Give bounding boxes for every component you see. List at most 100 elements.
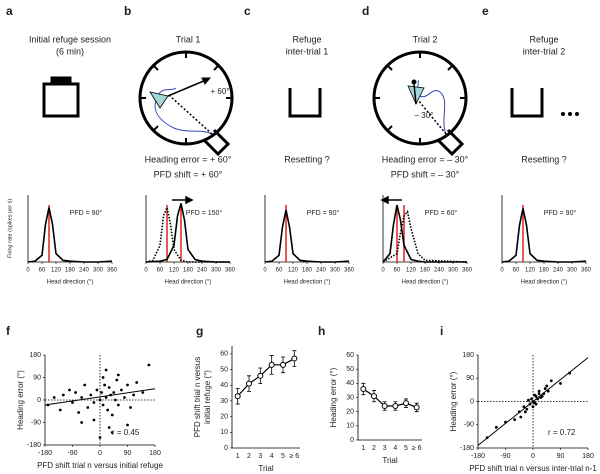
x-tick-label: 4 — [393, 445, 397, 452]
point — [534, 402, 538, 406]
panel-title: inter-trial 2 — [523, 46, 566, 56]
point — [95, 388, 99, 392]
x-tick-label: 0 — [144, 268, 148, 274]
y-tick-label: 30 — [220, 398, 228, 405]
x-tick-label: 60 — [513, 268, 520, 274]
panel-letter: a — [6, 4, 13, 18]
point — [525, 407, 529, 411]
point — [135, 381, 139, 384]
x-tick-label: 300 — [330, 268, 341, 274]
panel-letter: f — [6, 324, 11, 338]
point — [98, 436, 102, 439]
x-tick-label: 300 — [567, 268, 578, 274]
refuge-icon — [510, 88, 544, 118]
refuge-icon — [42, 76, 80, 118]
arena — [138, 50, 234, 157]
y-tick-label: 30 — [346, 394, 354, 401]
point — [80, 396, 84, 399]
y-tick-label: -180 — [27, 442, 41, 449]
y-tick-label: 60 — [346, 352, 354, 359]
point — [360, 386, 367, 392]
x-tick-label: 0 — [531, 453, 535, 460]
x-tick-label: 300 — [211, 268, 222, 274]
y-tick-label: 60 — [220, 351, 228, 358]
point — [126, 383, 129, 387]
x-axis-label: Trial — [382, 456, 397, 465]
point — [83, 383, 87, 387]
panel-letter: i — [440, 324, 443, 338]
x-tick-label: 60 — [157, 268, 164, 274]
x-tick-label: 180 — [539, 268, 550, 274]
point — [107, 386, 111, 389]
fit-line — [477, 357, 589, 446]
panel-note: Heading error = – 30° — [382, 154, 469, 164]
x-axis-label: Head direction (°) — [165, 280, 212, 286]
x-tick-label: 300 — [93, 268, 104, 274]
point — [126, 423, 129, 427]
shift-arrow — [172, 195, 402, 205]
point — [61, 393, 65, 397]
pfd-label: PFD = 90° — [544, 209, 577, 217]
y-tick-label: 90 — [466, 375, 474, 382]
point — [280, 361, 286, 368]
x-tick-label: 0 — [500, 268, 504, 274]
point — [519, 415, 523, 419]
point — [74, 391, 77, 394]
x-tick-label: 0 — [26, 268, 30, 274]
x-tick-label: 120 — [51, 268, 62, 274]
x-tick-label: 360 — [107, 268, 118, 274]
point — [80, 421, 84, 424]
point — [132, 393, 136, 397]
x-axis-label: Head direction (°) — [284, 280, 331, 286]
x-tick-label: -90 — [67, 450, 77, 457]
x-tick-label: 240 — [316, 268, 327, 274]
panel-title: Refuge — [292, 34, 321, 44]
pfd-label: PFD = 150° — [186, 209, 223, 217]
point — [522, 405, 526, 409]
tuning-curve — [264, 209, 350, 263]
pfd-label: PFD = 90° — [307, 209, 340, 217]
panel-note: PFD shift = + 60° — [154, 169, 223, 179]
panel-title: (6 min) — [56, 46, 84, 56]
x-tick-label: 1 — [361, 445, 365, 452]
x-tick-label: ≥ 6 — [412, 445, 422, 452]
panel-letter: h — [318, 324, 325, 338]
x-tick-label: 240 — [434, 268, 445, 274]
panel-letter: e — [482, 4, 489, 18]
panel-note: PFD shift = – 30° — [391, 169, 460, 179]
point — [115, 378, 119, 382]
x-axis-label: Head direction (°) — [521, 280, 568, 286]
annotation: r = 0.45 — [112, 428, 140, 437]
point — [92, 418, 96, 422]
x-tick-label: 60 — [39, 268, 46, 274]
y-tick-label: 50 — [346, 366, 354, 373]
point — [119, 388, 123, 392]
panel-note: Resetting ? — [284, 154, 330, 164]
panel-title: Refuge — [529, 34, 558, 44]
x-tick-label: 240 — [197, 268, 208, 274]
angle-label: + 60° — [211, 87, 230, 96]
x-tick-label: 120 — [525, 268, 536, 274]
point — [545, 384, 549, 388]
point — [52, 396, 56, 399]
point — [107, 426, 111, 429]
point — [92, 401, 96, 404]
x-tick-label: 180 — [149, 450, 161, 457]
x-tick-label: -180 — [38, 450, 52, 457]
panel-title: Trial 2 — [413, 34, 438, 44]
x-tick-label: 1 — [236, 453, 240, 460]
y-tick-label: 90 — [33, 374, 41, 381]
x-tick-label: 240 — [79, 268, 90, 274]
y-tick-label: -90 — [31, 419, 41, 426]
point — [413, 404, 420, 411]
x-tick-label: 5 — [404, 445, 408, 452]
point — [381, 403, 388, 409]
tuning-curve — [27, 207, 113, 263]
y-tick-label: 50 — [220, 366, 228, 373]
fit-line — [44, 388, 156, 406]
x-tick-label: 180 — [582, 453, 594, 460]
y-axis-label: Firing rate (spikes per s) — [7, 199, 13, 258]
arena — [372, 50, 468, 157]
point — [98, 398, 102, 402]
point — [392, 403, 399, 409]
